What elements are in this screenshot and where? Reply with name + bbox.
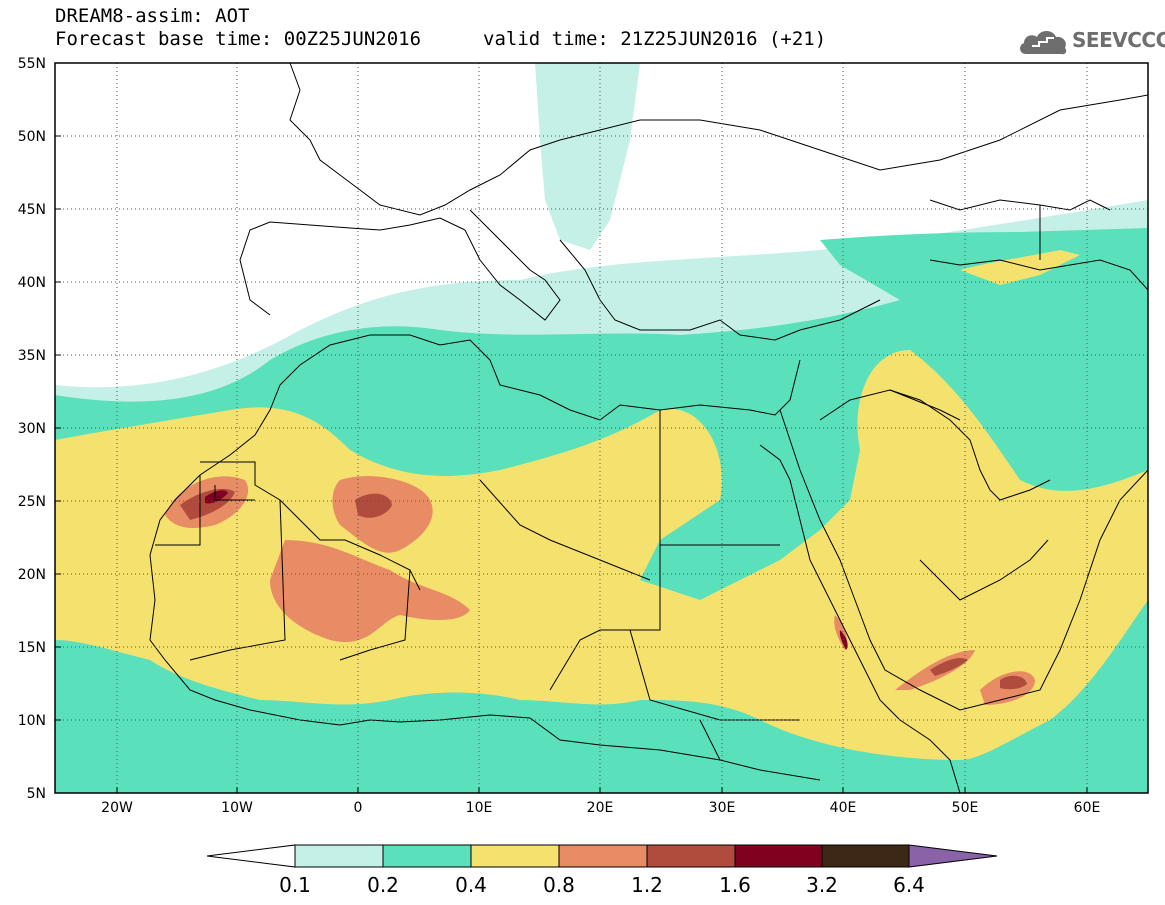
lon-label: 0 bbox=[354, 800, 363, 816]
lat-label: 10N bbox=[18, 713, 46, 729]
colorbar-label: 1.6 bbox=[719, 873, 751, 897]
lat-labels: 55N 50N 45N 40N 35N 30N 25N 20N 15N 10N … bbox=[18, 56, 46, 802]
lat-label: 30N bbox=[18, 421, 46, 437]
lat-label: 55N bbox=[18, 56, 46, 72]
lon-label: 10W bbox=[221, 800, 253, 816]
lon-ticks bbox=[116, 787, 1088, 793]
colorbar-box bbox=[382, 844, 472, 868]
colorbar-label: 3.2 bbox=[806, 873, 838, 897]
colorbar-label: 0.4 bbox=[455, 873, 487, 897]
valid-time: valid time: 21Z25JUN2016 (+21) bbox=[483, 28, 827, 50]
aot-band-1.2-1.6 bbox=[180, 488, 1027, 690]
lon-label: 10E bbox=[466, 800, 493, 816]
colorbar-over-triangle bbox=[908, 844, 998, 868]
cloud-icon bbox=[1020, 31, 1067, 55]
colorbar-label: 0.1 bbox=[279, 873, 311, 897]
colorbar-label: 0.8 bbox=[543, 873, 575, 897]
colorbar-box bbox=[734, 844, 823, 868]
lat-label: 20N bbox=[18, 567, 46, 583]
lon-labels: 20W 10W 0 10E 20E 30E 40E 50E 60E bbox=[101, 800, 1100, 816]
aot-band-0.4-0.8 bbox=[55, 250, 1148, 760]
colorbar-box bbox=[558, 844, 648, 868]
colorbar-label: 0.2 bbox=[367, 873, 399, 897]
coastlines-borders bbox=[149, 63, 1148, 793]
lon-label: 30E bbox=[709, 800, 736, 816]
lat-label: 5N bbox=[27, 786, 46, 802]
grid-lines bbox=[55, 63, 1148, 793]
colorbar bbox=[206, 844, 998, 868]
seevccc-logo: SEEVCCC bbox=[1016, 22, 1165, 58]
lon-label: 60E bbox=[1074, 800, 1101, 816]
map-title: DREAM8-assim: AOT bbox=[55, 5, 250, 27]
logo-text: SEEVCCC bbox=[1072, 28, 1165, 52]
lat-label: 15N bbox=[18, 640, 46, 656]
lat-label: 40N bbox=[18, 275, 46, 291]
lon-label: 40E bbox=[830, 800, 857, 816]
lat-label: 45N bbox=[18, 202, 46, 218]
colorbar-box bbox=[294, 844, 384, 868]
colorbar-labels: 0.1 0.2 0.4 0.8 1.2 1.6 3.2 6.4 bbox=[279, 873, 925, 897]
colorbar-box bbox=[821, 844, 910, 868]
aot-band-1.6-3.2 bbox=[205, 490, 848, 650]
lat-label: 35N bbox=[18, 348, 46, 364]
lat-label: 25N bbox=[18, 494, 46, 510]
lon-label: 50E bbox=[952, 800, 979, 816]
colorbar-box bbox=[646, 844, 736, 868]
forecast-base-time: Forecast base time: 00Z25JUN2016 bbox=[55, 28, 422, 50]
lon-label: 20W bbox=[101, 800, 133, 816]
colorbar-label: 1.2 bbox=[631, 873, 663, 897]
colorbar-under-triangle bbox=[206, 844, 296, 868]
lon-label: 20E bbox=[587, 800, 614, 816]
lat-label: 50N bbox=[18, 129, 46, 145]
colorbar-box bbox=[470, 844, 560, 868]
lat-ticks bbox=[55, 62, 61, 794]
colorbar-label: 6.4 bbox=[893, 873, 925, 897]
